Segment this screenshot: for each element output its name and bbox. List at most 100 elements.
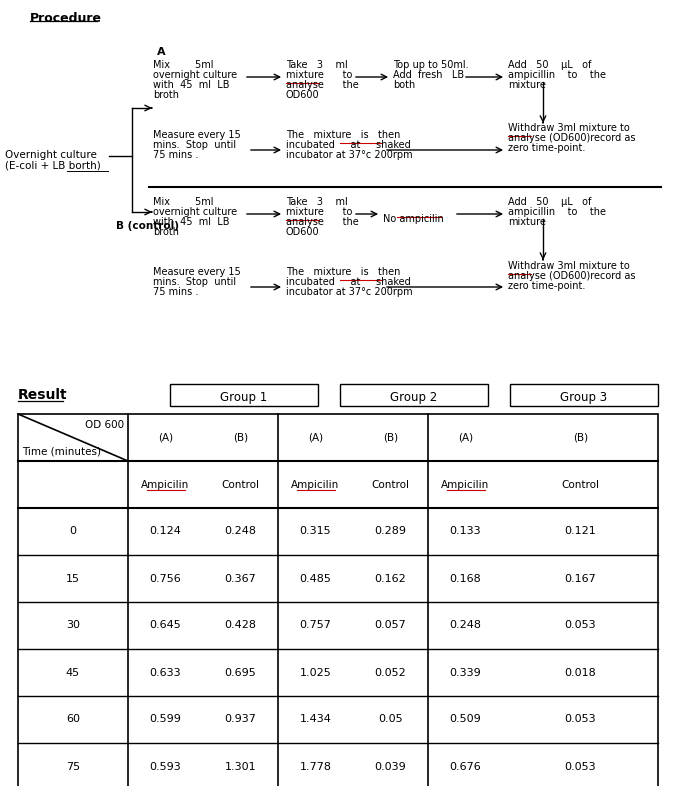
Text: mins.  Stop  until: mins. Stop until [153, 277, 236, 287]
Text: 0.593: 0.593 [150, 762, 181, 772]
Text: 0.121: 0.121 [565, 527, 596, 537]
Text: analyse      the: analyse the [286, 217, 359, 227]
Text: 0.248: 0.248 [224, 527, 257, 537]
Text: mins.  Stop  until: mins. Stop until [153, 140, 236, 150]
Text: 0.018: 0.018 [565, 667, 596, 678]
Text: Mix        5ml: Mix 5ml [153, 197, 214, 207]
Text: 0.289: 0.289 [375, 527, 406, 537]
Text: 0.052: 0.052 [375, 667, 406, 678]
Text: 0.485: 0.485 [299, 574, 332, 583]
Text: 0.509: 0.509 [450, 714, 481, 725]
Text: Ampicilin: Ampicilin [441, 479, 489, 490]
Text: Take   3    ml: Take 3 ml [286, 60, 348, 70]
Text: B (control): B (control) [116, 221, 179, 231]
Text: Ampicilin: Ampicilin [142, 479, 189, 490]
Text: No ampicilin: No ampicilin [383, 214, 443, 224]
Text: incubator at 37°c 200rpm: incubator at 37°c 200rpm [286, 287, 412, 297]
Text: Mix        5ml: Mix 5ml [153, 60, 214, 70]
Text: with  45  ml  LB: with 45 ml LB [153, 217, 230, 227]
Text: (B): (B) [383, 432, 398, 443]
Text: A: A [157, 47, 166, 57]
Text: broth: broth [153, 90, 179, 100]
Text: The   mixture   is   then: The mixture is then [286, 267, 400, 277]
Text: Withdraw 3ml mixture to: Withdraw 3ml mixture to [508, 123, 630, 133]
Text: Time (minutes): Time (minutes) [22, 447, 101, 457]
Text: OD600: OD600 [286, 90, 319, 100]
Text: 15: 15 [66, 574, 80, 583]
Text: 0.057: 0.057 [375, 620, 406, 630]
Text: 0.168: 0.168 [450, 574, 481, 583]
Text: Overnight culture: Overnight culture [5, 150, 97, 160]
Text: Measure every 15: Measure every 15 [153, 130, 241, 140]
Text: Measure every 15: Measure every 15 [153, 267, 241, 277]
Text: 0.757: 0.757 [299, 620, 332, 630]
Text: 0.039: 0.039 [375, 762, 406, 772]
Text: 0.756: 0.756 [150, 574, 181, 583]
Text: Group 2: Group 2 [390, 391, 437, 404]
Text: 1.301: 1.301 [224, 762, 256, 772]
Text: 75: 75 [66, 762, 80, 772]
Text: Top up to 50ml.: Top up to 50ml. [393, 60, 468, 70]
Text: analyse (OD600)record as: analyse (OD600)record as [508, 271, 636, 281]
Text: Control: Control [222, 479, 259, 490]
Text: with  45  ml  LB: with 45 ml LB [153, 80, 230, 90]
Bar [170, 384, 318, 406]
Text: 45: 45 [66, 667, 80, 678]
Text: mixture: mixture [508, 217, 546, 227]
Text: 0.599: 0.599 [150, 714, 181, 725]
Text: 0.124: 0.124 [150, 527, 181, 537]
Text: Group 3: Group 3 [561, 391, 607, 404]
Text: 0.05: 0.05 [378, 714, 403, 725]
Text: (A): (A) [458, 432, 473, 443]
Text: 0.315: 0.315 [300, 527, 332, 537]
Text: 75 mins .: 75 mins . [153, 150, 198, 160]
Text: OD 600: OD 600 [85, 420, 124, 430]
Text: Add   50    μL   of: Add 50 μL of [508, 60, 591, 70]
Text: 0.133: 0.133 [450, 527, 481, 537]
Text: ampicillin    to    the: ampicillin to the [508, 70, 606, 80]
Text: 0.633: 0.633 [150, 667, 181, 678]
Text: mixture      to: mixture to [286, 70, 353, 80]
Text: 60: 60 [66, 714, 80, 725]
Text: Control: Control [561, 479, 599, 490]
Text: 0.053: 0.053 [565, 620, 596, 630]
Text: Procedure: Procedure [30, 12, 102, 25]
Text: 0.428: 0.428 [224, 620, 257, 630]
Text: 0.339: 0.339 [450, 667, 481, 678]
Text: 0.162: 0.162 [375, 574, 406, 583]
Text: 30: 30 [66, 620, 80, 630]
Text: (E-coli + LB borth): (E-coli + LB borth) [5, 161, 100, 171]
Text: 0.167: 0.167 [565, 574, 596, 583]
Bar [18, 414, 658, 786]
Text: both: both [393, 80, 415, 90]
Text: OD600: OD600 [286, 227, 319, 237]
Text: 0.937: 0.937 [224, 714, 256, 725]
Text: (B): (B) [233, 432, 248, 443]
Text: mixture      to: mixture to [286, 207, 353, 217]
Text: Withdraw 3ml mixture to: Withdraw 3ml mixture to [508, 261, 630, 271]
Text: Control: Control [371, 479, 410, 490]
Text: Take   3    ml: Take 3 ml [286, 197, 348, 207]
Text: 1.778: 1.778 [299, 762, 332, 772]
Text: analyse (OD600)record as: analyse (OD600)record as [508, 133, 636, 143]
Bar [340, 384, 488, 406]
Text: 1.434: 1.434 [299, 714, 332, 725]
Text: 0.053: 0.053 [565, 714, 596, 725]
Text: overnight culture: overnight culture [153, 70, 237, 80]
Text: incubator at 37°c 200rpm: incubator at 37°c 200rpm [286, 150, 412, 160]
Text: Add   50    μL   of: Add 50 μL of [508, 197, 591, 207]
Text: zero time-point.: zero time-point. [508, 281, 586, 291]
Text: (A): (A) [158, 432, 173, 443]
Text: (B): (B) [573, 432, 588, 443]
Text: The   mixture   is   then: The mixture is then [286, 130, 400, 140]
Text: incubated     at     shaked: incubated at shaked [286, 277, 410, 287]
Text: Group 1: Group 1 [220, 391, 268, 404]
Text: 0.645: 0.645 [150, 620, 181, 630]
Text: 0.367: 0.367 [224, 574, 256, 583]
Text: (A): (A) [308, 432, 323, 443]
Text: overnight culture: overnight culture [153, 207, 237, 217]
Text: 0: 0 [69, 527, 77, 537]
Text: zero time-point.: zero time-point. [508, 143, 586, 153]
Text: 1.025: 1.025 [300, 667, 332, 678]
Text: ampicillin    to    the: ampicillin to the [508, 207, 606, 217]
